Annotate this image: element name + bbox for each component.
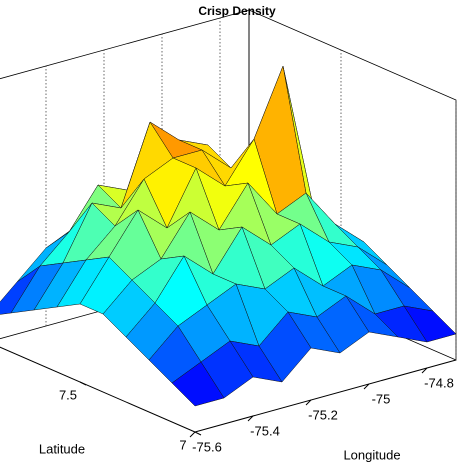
y-axis bbox=[0, 346, 196, 433]
y-axis-label: Latitude bbox=[39, 441, 85, 456]
x-tick-label: -75 bbox=[372, 391, 391, 406]
x-tick-label: -75.2 bbox=[308, 407, 338, 422]
x-tick bbox=[421, 367, 428, 374]
x-tick bbox=[363, 383, 370, 390]
chart-title: Crisp Density bbox=[198, 4, 276, 18]
x-tick-label: -74.8 bbox=[424, 375, 454, 390]
surface-patch bbox=[171, 361, 225, 407]
x-tick bbox=[189, 431, 196, 438]
x-tick bbox=[305, 399, 312, 406]
x-axis-label: Longitude bbox=[343, 447, 400, 462]
axes: -75.6 -75.4 -75.2 -75 -74.8 7 7.5 bbox=[0, 346, 457, 454]
y-tick-label: 7.5 bbox=[59, 387, 77, 402]
y-tick bbox=[194, 431, 202, 436]
x-tick bbox=[247, 415, 254, 422]
x-tick-label: -75.6 bbox=[192, 439, 222, 454]
surface bbox=[0, 65, 457, 407]
y-tick bbox=[79, 381, 87, 386]
y-tick-label: 7 bbox=[179, 437, 186, 452]
x-tick-label: -75.4 bbox=[250, 423, 280, 438]
x-axis bbox=[194, 359, 457, 433]
